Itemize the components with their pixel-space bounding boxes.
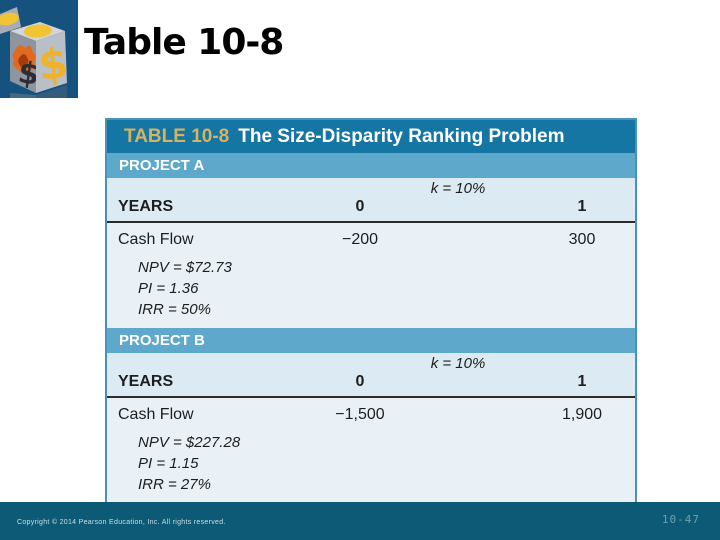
table-caption: The Size-Disparity Ranking Problem [238,125,565,147]
pi-value: PI = 1.15 [138,455,199,472]
slide-title: Table 10-8 [84,22,284,63]
year-1-value: 1 [577,198,587,215]
footer: Copyright © 2014 Pearson Education, Inc.… [0,502,720,540]
years-label: YEARS [118,373,174,390]
irr-value: IRR = 27% [138,476,211,493]
year-0-value: 0 [355,373,365,390]
year-0-value: 0 [355,198,365,215]
discount-rate-label: k = 10% [430,355,486,372]
page-number: 10-47 [661,513,700,526]
project-a-years-row: k = 10% YEARS 0 1 [107,178,635,223]
project-b-years-row: k = 10% YEARS 0 1 [107,353,635,398]
project-a-cash-section: Cash Flow −200 300 NPV = $72.73 PI = 1.3… [107,223,635,328]
copyright-text: Copyright © 2014 Pearson Education, Inc.… [17,519,226,526]
svg-text:$: $ [36,38,70,90]
cash-flow-row: Cash Flow −1,500 1,900 [107,398,635,432]
project-b-cash-section: Cash Flow −1,500 1,900 NPV = $227.28 PI … [107,398,635,503]
project-b-band: PROJECT B [107,328,635,353]
dollar-dice-image: $ $ [0,0,78,98]
cash-flow-year0-value: −200 [341,231,379,248]
cash-flow-row: Cash Flow −200 300 [107,223,635,257]
cash-flow-year1-value: 300 [568,231,596,248]
table-header: TABLE 10-8 The Size-Disparity Ranking Pr… [107,120,635,153]
years-label: YEARS [118,198,174,215]
npv-value: NPV = $72.73 [138,259,232,276]
cash-flow-year1-value: 1,900 [561,406,603,423]
discount-rate-label: k = 10% [430,180,486,197]
cash-flow-label: Cash Flow [118,231,194,248]
pi-value: PI = 1.36 [138,280,199,297]
year-1-value: 1 [577,373,587,390]
table-10-8: TABLE 10-8 The Size-Disparity Ranking Pr… [105,118,637,505]
cash-flow-year0-value: −1,500 [335,406,385,423]
table-label: TABLE 10-8 [124,125,230,147]
cash-flow-label: Cash Flow [118,406,194,423]
npv-value: NPV = $227.28 [138,434,241,451]
project-a-band: PROJECT A [107,153,635,178]
irr-value: IRR = 50% [138,301,211,318]
dollar-dice-graphic: $ $ [0,0,78,98]
